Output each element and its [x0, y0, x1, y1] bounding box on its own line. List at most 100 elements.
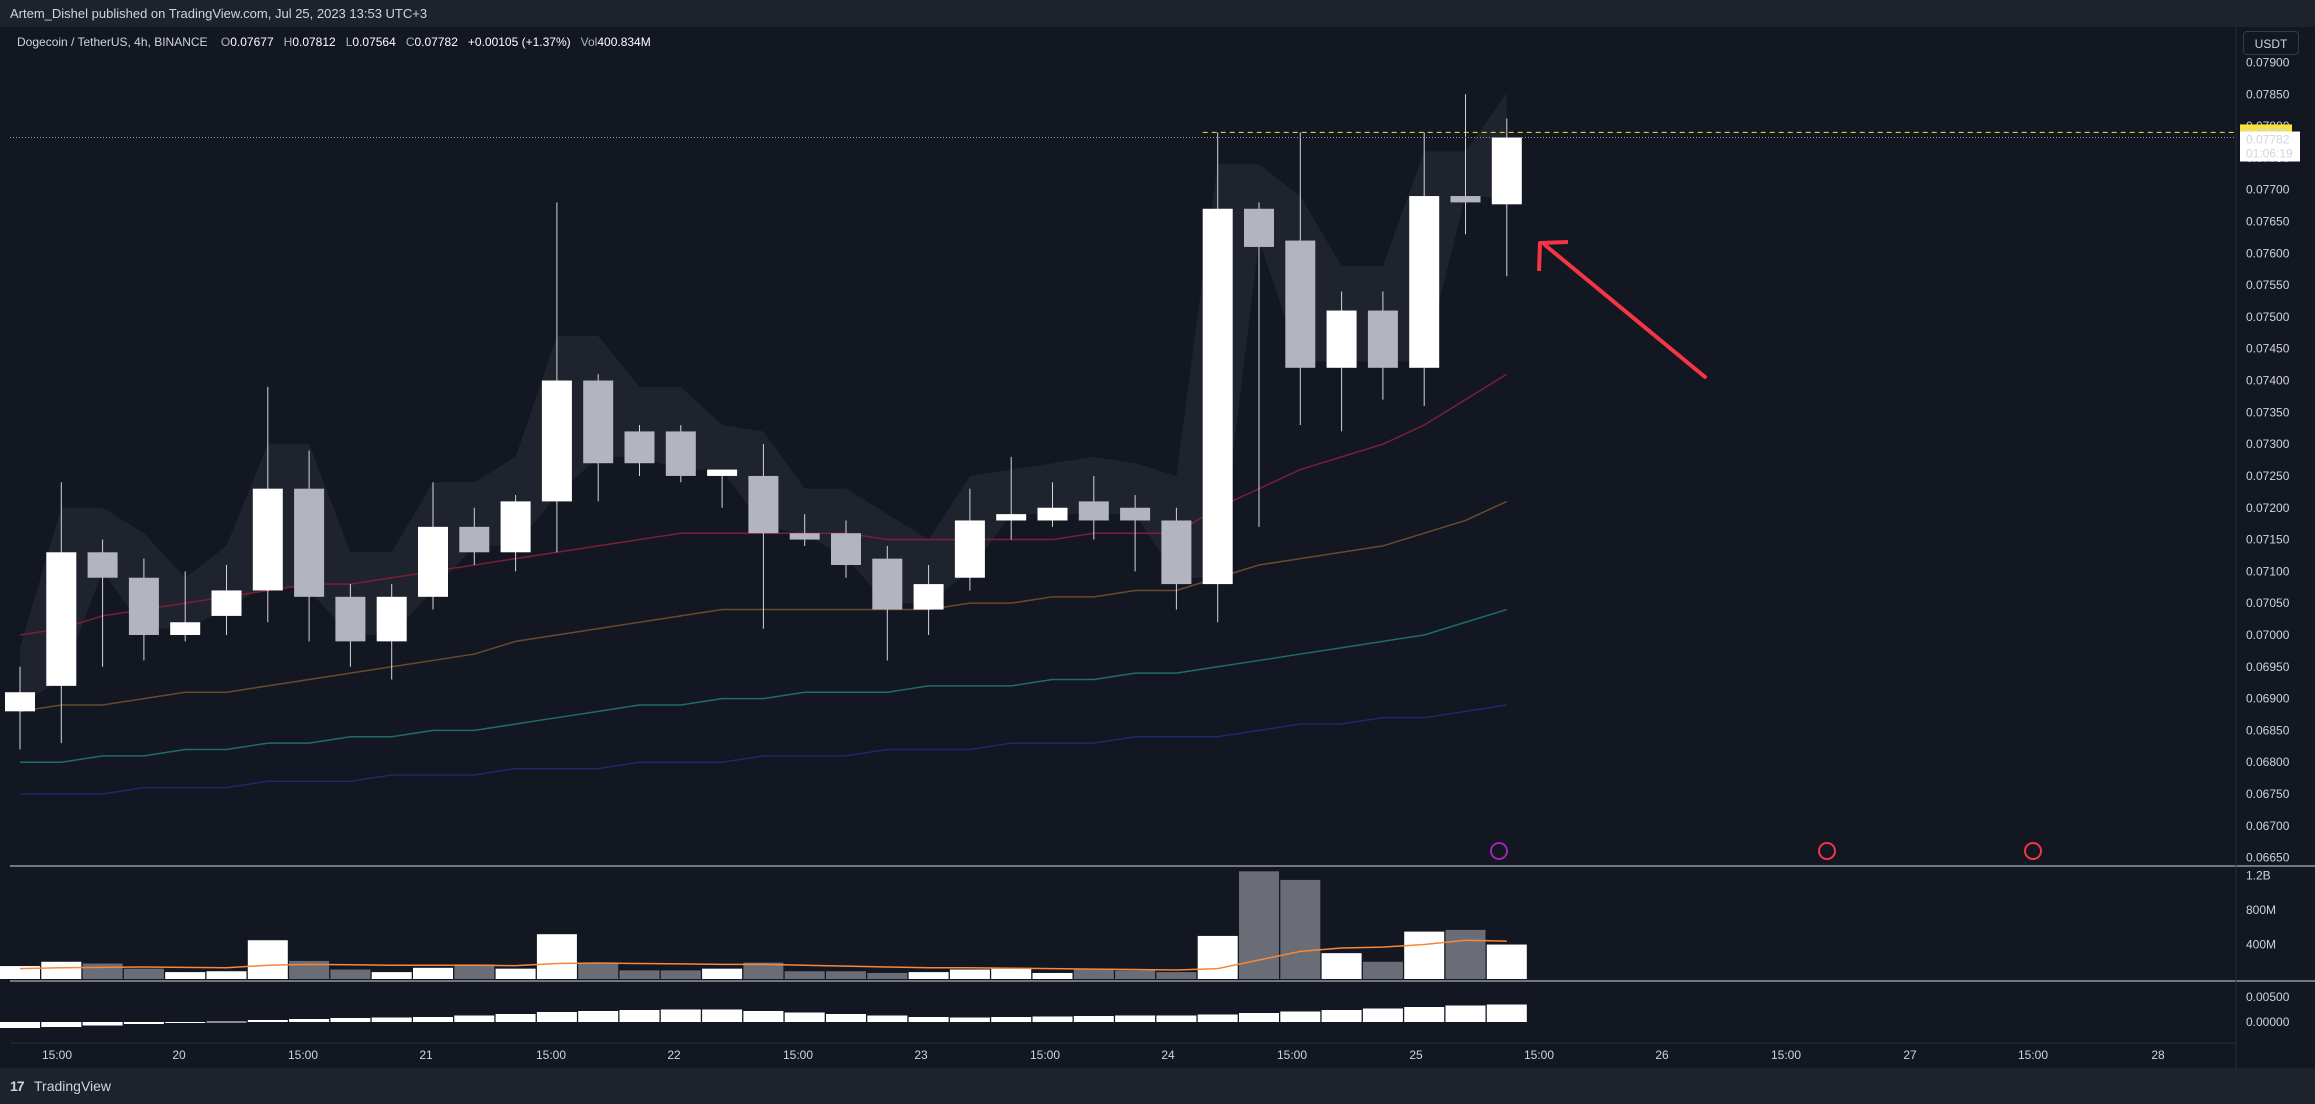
indicator-bar[interactable]: [371, 1017, 412, 1023]
indicator-bar[interactable]: [908, 1017, 949, 1022]
candle-body[interactable]: [418, 526, 448, 597]
candle-body[interactable]: [541, 380, 572, 502]
candle-body[interactable]: [1285, 240, 1316, 368]
candle-body[interactable]: [789, 533, 820, 540]
volume-bar[interactable]: [1156, 972, 1197, 979]
volume-bar[interactable]: [784, 971, 825, 979]
candle-body[interactable]: [1491, 137, 1522, 205]
candle-body[interactable]: [913, 584, 944, 610]
indicator-bar[interactable]: [536, 1012, 577, 1022]
candle-body[interactable]: [87, 552, 118, 578]
indicator-bar[interactable]: [949, 1017, 990, 1023]
tradingview-logo-icon[interactable]: 17: [10, 1078, 25, 1094]
candle-body[interactable]: [1326, 310, 1357, 368]
volume-bar[interactable]: [413, 967, 453, 979]
volume-bar[interactable]: [1197, 935, 1238, 979]
volume-bar[interactable]: [82, 963, 123, 979]
volume-bar[interactable]: [41, 961, 82, 979]
candle-body[interactable]: [1450, 196, 1481, 203]
volume-bar[interactable]: [454, 964, 495, 979]
volume-bar[interactable]: [1032, 972, 1073, 979]
candle-body[interactable]: [1244, 208, 1274, 247]
currency-button[interactable]: USDT: [2243, 31, 2299, 55]
volume-bar[interactable]: [743, 962, 784, 979]
volume-bar[interactable]: [0, 966, 40, 979]
volume-bar[interactable]: [578, 962, 619, 979]
candle-body[interactable]: [1409, 196, 1440, 368]
volume-bar[interactable]: [1073, 969, 1114, 979]
volume-bar[interactable]: [165, 972, 206, 979]
volume-bar[interactable]: [1115, 970, 1156, 979]
volume-bar[interactable]: [1280, 879, 1321, 979]
volume-bar[interactable]: [619, 970, 660, 979]
footer-brand[interactable]: TradingView: [34, 1078, 112, 1094]
indicator-bar[interactable]: [41, 1022, 82, 1027]
indicator-bar[interactable]: [165, 1022, 206, 1023]
volume-bar[interactable]: [702, 968, 743, 979]
volume-bar[interactable]: [826, 971, 866, 979]
candle-body[interactable]: [748, 475, 779, 534]
volume-bar[interactable]: [495, 968, 536, 979]
candle-body[interactable]: [1202, 208, 1233, 585]
candle-body[interactable]: [46, 552, 77, 686]
candle-body[interactable]: [707, 469, 738, 476]
volume-bar[interactable]: [123, 968, 164, 979]
volume-bar[interactable]: [1445, 929, 1486, 979]
candle-body[interactable]: [294, 488, 325, 597]
indicator-bar[interactable]: [867, 1015, 908, 1023]
indicator-bar[interactable]: [619, 1010, 660, 1022]
candle-body[interactable]: [872, 558, 903, 610]
chart-area[interactable]: 0.079000.078500.078000.077500.077000.076…: [0, 27, 2315, 1068]
indicator-bar[interactable]: [578, 1011, 619, 1022]
candle-body[interactable]: [665, 431, 696, 476]
event-lightning-icon[interactable]: [1490, 842, 1508, 860]
volume-bar[interactable]: [1404, 931, 1445, 979]
indicator-bar[interactable]: [123, 1022, 164, 1024]
indicator-bar[interactable]: [495, 1014, 536, 1022]
volume-bar[interactable]: [660, 970, 701, 979]
indicator-bar[interactable]: [206, 1021, 247, 1023]
indicator-bar[interactable]: [1239, 1013, 1279, 1022]
candle-body[interactable]: [996, 514, 1027, 521]
indicator-bar[interactable]: [1073, 1016, 1114, 1022]
candle-body[interactable]: [252, 488, 283, 591]
indicator-bar[interactable]: [82, 1022, 123, 1026]
volume-bar[interactable]: [536, 934, 577, 979]
indicator-bar[interactable]: [454, 1015, 495, 1023]
indicator-bar[interactable]: [413, 1017, 453, 1022]
candle-body[interactable]: [211, 590, 242, 616]
indicator-bar[interactable]: [330, 1018, 371, 1022]
candle-body[interactable]: [831, 533, 861, 566]
volume-bar[interactable]: [867, 972, 908, 979]
volume-bar[interactable]: [289, 960, 330, 979]
chart-svg[interactable]: 0.079000.078500.078000.077500.077000.076…: [0, 27, 2315, 1068]
candle-body[interactable]: [1037, 507, 1068, 521]
volume-bar[interactable]: [1239, 871, 1279, 979]
indicator-bar[interactable]: [1445, 1005, 1486, 1023]
candle-body[interactable]: [170, 622, 201, 635]
candle-body[interactable]: [335, 596, 366, 642]
candle-body[interactable]: [1367, 310, 1398, 368]
volume-bar[interactable]: [1362, 961, 1403, 979]
volume-bar[interactable]: [1486, 944, 1527, 979]
indicator-bar[interactable]: [1321, 1010, 1362, 1022]
indicator-bar[interactable]: [702, 1009, 743, 1023]
indicator-bar[interactable]: [289, 1019, 330, 1022]
candle-body[interactable]: [954, 520, 985, 578]
indicator-bar[interactable]: [1280, 1011, 1321, 1023]
volume-bar[interactable]: [247, 940, 288, 979]
indicator-bar[interactable]: [1032, 1016, 1073, 1023]
annotation-arrow-icon[interactable]: [1543, 243, 1707, 379]
volume-bar[interactable]: [371, 972, 412, 979]
indicator-bar[interactable]: [1486, 1004, 1527, 1023]
indicator-bar[interactable]: [660, 1009, 701, 1023]
candle-body[interactable]: [376, 596, 407, 642]
indicator-bar[interactable]: [743, 1011, 784, 1022]
candle-body[interactable]: [459, 526, 490, 553]
candle-body[interactable]: [1120, 507, 1151, 521]
volume-bar[interactable]: [330, 969, 371, 979]
volume-bar[interactable]: [206, 971, 247, 979]
event-flag-icon[interactable]: [1818, 842, 1836, 860]
symbol-title[interactable]: Dogecoin / TetherUS, 4h, BINANCE: [17, 35, 208, 49]
indicator-bar[interactable]: [1156, 1015, 1197, 1023]
